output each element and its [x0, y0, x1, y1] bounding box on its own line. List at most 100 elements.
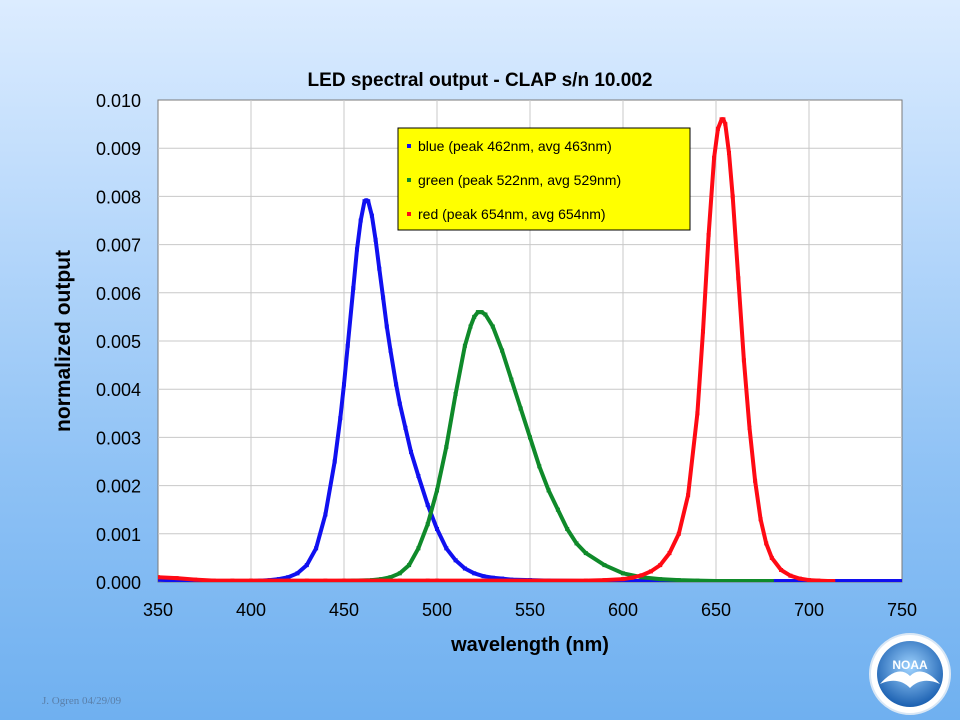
data-point	[753, 478, 758, 483]
author-date-footer: J. Ogren 04/29/09	[42, 695, 122, 707]
data-point	[453, 392, 458, 396]
series-layer	[158, 117, 902, 582]
data-point	[764, 541, 769, 546]
data-point	[397, 571, 402, 576]
data-point	[723, 122, 728, 127]
data-point	[741, 358, 746, 363]
data-point	[462, 343, 467, 348]
data-point	[174, 576, 179, 581]
data-point	[900, 579, 902, 582]
data-point	[193, 577, 198, 582]
chart-title: LED spectral output - CLAP s/n 10.002	[308, 70, 653, 91]
data-point	[831, 579, 836, 582]
data-point	[630, 575, 635, 580]
data-point	[658, 577, 663, 582]
data-point	[249, 578, 253, 582]
data-point	[706, 233, 711, 237]
data-point	[701, 329, 705, 334]
data-point	[416, 474, 421, 478]
data-point	[714, 579, 718, 582]
data-point	[758, 517, 763, 522]
x-tick-label: 600	[608, 600, 638, 620]
data-point	[453, 558, 458, 563]
data-point	[648, 569, 653, 574]
y-axis-label: normalized output	[52, 250, 75, 432]
data-point	[537, 464, 542, 469]
data-point	[435, 488, 439, 493]
data-point	[509, 377, 514, 382]
series-line	[158, 117, 836, 582]
data-point	[472, 314, 477, 319]
data-point	[355, 247, 359, 252]
data-point	[472, 571, 477, 576]
x-tick-label: 350	[143, 600, 173, 620]
data-point	[435, 527, 439, 531]
data-point	[686, 493, 691, 498]
data-point	[358, 218, 363, 223]
y-axis-tick-labels: 0.000 0.001 0.002 0.003 0.004 0.005 0.006 0.007…	[96, 91, 141, 593]
data-point	[444, 546, 449, 551]
x-tick-label: 500	[422, 600, 452, 620]
x-tick-label: 650	[701, 600, 731, 620]
x-tick-label: 450	[329, 600, 359, 620]
data-point	[751, 579, 756, 582]
data-point	[377, 266, 382, 271]
data-point	[323, 512, 328, 517]
data-point	[360, 578, 365, 582]
data-point	[323, 578, 328, 582]
data-point	[816, 578, 821, 582]
data-point	[602, 563, 607, 568]
data-point	[338, 416, 343, 421]
data-point	[769, 555, 774, 560]
data-point	[779, 568, 784, 572]
data-point	[546, 488, 551, 493]
data-point	[721, 117, 726, 122]
data-point	[732, 579, 737, 582]
series-3	[158, 117, 836, 582]
data-point	[409, 449, 413, 454]
data-point	[736, 276, 741, 281]
y-tick-label: 0.007	[96, 236, 141, 256]
data-point	[267, 578, 272, 582]
data-point	[807, 578, 811, 582]
data-point	[332, 459, 337, 464]
data-point	[425, 522, 430, 527]
data-point	[394, 382, 399, 387]
legend: blue (peak 462nm, avg 463nm) green (peak …	[397, 127, 691, 231]
data-point	[500, 348, 505, 353]
data-point	[667, 551, 672, 556]
y-tick-label: 0.000	[96, 573, 141, 593]
data-point	[373, 237, 378, 242]
data-point	[621, 577, 625, 582]
x-tick-label: 750	[887, 600, 917, 620]
data-point	[475, 310, 480, 315]
legend-label: green (peak 522nm, avg 529nm)	[418, 172, 621, 188]
data-point	[712, 155, 717, 160]
y-tick-label: 0.001	[96, 525, 141, 545]
x-axis-label: wavelength (nm)	[450, 634, 609, 656]
data-point	[295, 571, 300, 576]
y-tick-label: 0.003	[96, 428, 141, 448]
data-point	[715, 126, 720, 131]
data-point	[388, 348, 393, 353]
data-point	[730, 194, 735, 199]
data-point	[518, 406, 523, 411]
legend-label: red (peak 654nm, avg 654nm)	[418, 206, 606, 222]
data-point	[397, 401, 402, 406]
data-point	[158, 575, 160, 580]
data-point	[621, 571, 625, 576]
data-point	[342, 382, 346, 387]
data-point	[797, 576, 802, 581]
data-point	[639, 573, 644, 578]
data-point	[658, 563, 663, 568]
data-point	[676, 531, 681, 536]
data-point	[574, 541, 579, 546]
data-point	[583, 551, 588, 556]
data-point	[366, 199, 371, 204]
data-point	[788, 573, 793, 578]
data-point	[481, 574, 486, 579]
x-tick-label: 550	[515, 600, 545, 620]
data-point	[490, 324, 495, 329]
data-point	[555, 507, 560, 512]
svg-text:NOAA: NOAA	[892, 658, 928, 672]
